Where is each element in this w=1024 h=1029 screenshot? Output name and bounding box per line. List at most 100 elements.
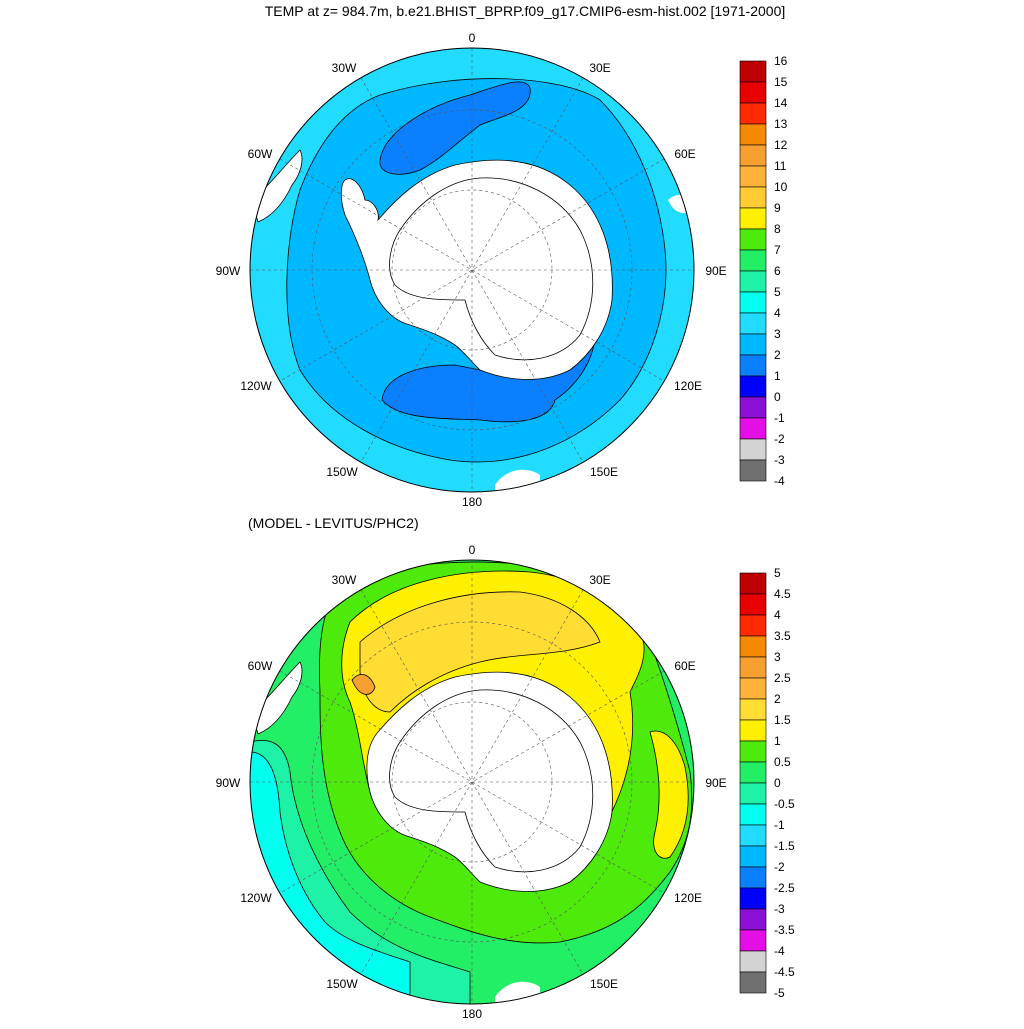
temperature-colorbar-tick-label: 2 — [774, 348, 781, 362]
temperature-colorbar-swatch — [739, 375, 767, 398]
anomaly-colorbar-swatch — [739, 929, 767, 952]
temperature-colorbar-tick-label: 13 — [774, 117, 788, 131]
temperature-colorbar-tick-label: 9 — [774, 201, 781, 215]
anomaly-colorbar-tick-label: -2.5 — [774, 881, 795, 895]
deep-orange-anomaly-patch — [351, 673, 376, 695]
anomaly-colorbar-swatch — [739, 887, 767, 910]
temperature-colorbar-tick-label: 10 — [774, 180, 788, 194]
lon-label-60w: 60W — [248, 147, 273, 161]
map-boundary-circle — [249, 47, 695, 493]
temperature-colorbar-swatch — [739, 228, 767, 251]
anomaly-colorbar-tick-label: 5 — [774, 566, 781, 580]
temperature-colorbar-tick-label: 4 — [774, 306, 781, 320]
temperature-colorbar-swatch — [739, 123, 767, 146]
temperature-colorbar-swatch — [739, 417, 767, 440]
temperature-colorbar-swatch — [739, 459, 767, 482]
anomaly-colorbar-swatch — [739, 656, 767, 679]
temperature-colorbar-tick-label: -4 — [774, 474, 785, 488]
anomaly-colorbar-tick-label: 1 — [774, 734, 781, 748]
lon-label-30w: 30W — [332, 61, 357, 75]
temperature-colorbar-tick-label: -1 — [774, 411, 785, 425]
anomaly-colorbar-swatch — [739, 677, 767, 700]
lon-label-180: 180 — [462, 495, 482, 509]
lon-label-150w: 150W — [326, 977, 358, 991]
anomaly-colorbar-tick-label: 3 — [774, 650, 781, 664]
south-america-tip — [251, 661, 303, 735]
anomaly-colorbar-swatch — [739, 971, 767, 994]
lon-label-30e: 30E — [589, 573, 610, 587]
temperature-colorbar-swatch — [739, 270, 767, 293]
antarctica-coastline — [389, 177, 594, 361]
anomaly-colorbar-swatch — [739, 761, 767, 784]
temperature-colorbar-tick-label: 15 — [774, 75, 788, 89]
eastern-warm-anomaly-strip — [649, 730, 689, 859]
temperature-colorbar-swatch — [739, 438, 767, 461]
anomaly-colorbar-swatch — [739, 866, 767, 889]
lon-label-180: 180 — [462, 1007, 482, 1021]
temperature-colorbar-swatch — [739, 186, 767, 209]
anomaly-colorbar-swatch — [739, 698, 767, 721]
temperature-colorbar-tick-label: 7 — [774, 243, 781, 257]
temperature-colorbar-swatch — [739, 81, 767, 104]
lon-label-120e: 120E — [674, 891, 702, 905]
antarctica-landmass — [340, 159, 613, 380]
temperature-colorbar-swatch — [739, 207, 767, 230]
temperature-colorbar-tick-label: -3 — [774, 453, 785, 467]
longitude-labels: 0 30E 60E 90E 120E 150E 180 150W 120W 90… — [216, 31, 727, 509]
temperature-colorbar-tick-label: 12 — [774, 138, 788, 152]
anomaly-colorbar-swatch — [739, 782, 767, 805]
lon-label-90w: 90W — [216, 776, 241, 790]
graticule — [250, 560, 694, 1004]
map-boundary-circle — [249, 559, 695, 1005]
anomaly-colorbar-tick-label: -4 — [774, 944, 785, 958]
coldest-water-patch-atlantic — [379, 81, 531, 175]
anomaly-colorbar-tick-label: 2.5 — [774, 671, 791, 685]
anomaly-colorbar-swatch — [739, 719, 767, 742]
anomaly-colorbar-swatch — [739, 845, 767, 868]
anomaly-colorbar-swatch — [739, 908, 767, 931]
anomaly-colorbar: 5 4.5 4 3.5 3 2.5 2 1.5 1 0.5 0 -0.5 -1 -1.5 -2 -2.5 -3 -… — [739, 566, 795, 1000]
south-america-tip — [251, 149, 303, 223]
temperature-colorbar-swatch — [739, 312, 767, 335]
temperature-colorbar-swatch — [739, 291, 767, 314]
temperature-colorbar-tick-label: 1 — [774, 369, 781, 383]
temperature-colorbar-swatch — [739, 396, 767, 419]
lon-label-0: 0 — [469, 31, 476, 45]
anomaly-colorbar-tick-label: -1 — [774, 818, 785, 832]
map-title: TEMP at z= 984.7m, b.e21.BHIST_BPRP.f09_… — [264, 3, 786, 19]
lon-label-90e: 90E — [705, 264, 726, 278]
anomaly-colorbar-tick-label: 1.5 — [774, 713, 791, 727]
temperature-colorbar-tick-label: 5 — [774, 285, 781, 299]
anomaly-colorbar-tick-label: -1.5 — [774, 839, 795, 853]
lon-label-30e: 30E — [589, 61, 610, 75]
temperature-colorbar-tick-label: 8 — [774, 222, 781, 236]
temperature-colorbar-tick-label: -2 — [774, 432, 785, 446]
anomaly-colorbar-swatch — [739, 572, 767, 595]
anomaly-colorbar-tick-label: 4 — [774, 608, 781, 622]
antarctica-landmass — [366, 671, 613, 892]
temperature-map-panel: 0 30E 60E 90E 120E 150E 180 150W 120W 90… — [0, 0, 1024, 512]
anomaly-colorbar-swatch — [739, 635, 767, 658]
new-zealand-gap — [495, 469, 540, 492]
anomaly-colorbar-swatch — [739, 950, 767, 973]
lon-label-150e: 150E — [590, 977, 618, 991]
temperature-map-fill — [250, 48, 694, 492]
temperature-colorbar-tick-label: 0 — [774, 390, 781, 404]
difference-map-title: (MODEL - LEVITUS/PHC2) — [248, 515, 419, 531]
new-zealand-gap — [495, 981, 540, 1004]
anomaly-colorbar-tick-label: -4.5 — [774, 965, 795, 979]
lon-label-120e: 120E — [674, 379, 702, 393]
lon-label-150e: 150E — [590, 465, 618, 479]
temperature-colorbar-tick-label: 11 — [774, 159, 787, 173]
temperature-colorbar-swatch — [739, 333, 767, 356]
anomaly-colorbar-tick-label: -5 — [774, 986, 785, 1000]
anomaly-colorbar-tick-label: -3 — [774, 902, 785, 916]
lon-label-150w: 150W — [326, 465, 358, 479]
anomaly-colorbar-swatch — [739, 614, 767, 637]
temperature-colorbar-tick-label: 6 — [774, 264, 781, 278]
lon-label-90e: 90E — [705, 776, 726, 790]
temperature-colorbar-swatch — [739, 102, 767, 125]
lon-label-60w: 60W — [248, 659, 273, 673]
anomaly-colorbar-tick-label: 2 — [774, 692, 781, 706]
